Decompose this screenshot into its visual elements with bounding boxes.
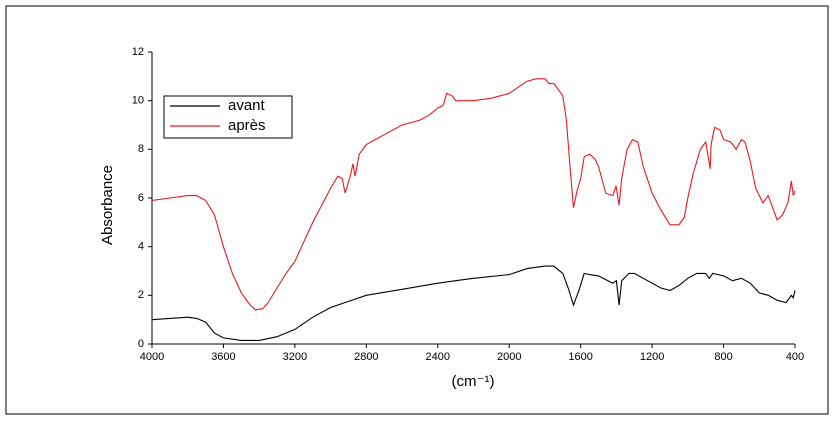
x-tick-label: 3600 — [211, 351, 235, 363]
x-tick-label: 1600 — [568, 351, 592, 363]
y-tick-label: 12 — [132, 46, 144, 58]
x-tick-label: 800 — [714, 351, 732, 363]
y-tick-label: 8 — [138, 143, 144, 155]
x-axis-label: (cm⁻¹) — [452, 373, 495, 390]
y-tick-label: 6 — [138, 192, 144, 204]
x-tick-label: 2400 — [426, 351, 450, 363]
series-line — [151, 78, 796, 311]
y-axis-label: Absorbance — [99, 165, 116, 245]
y-tick-label: 2 — [138, 289, 144, 301]
x-tick-label: 3200 — [283, 351, 307, 363]
y-tick-label: 10 — [132, 95, 144, 107]
x-tick-label: 400 — [786, 351, 804, 363]
x-tick-label: 2000 — [497, 351, 521, 363]
frame — [5, 5, 829, 415]
x-tick-label: 4000 — [140, 351, 164, 363]
x-tick-label: 1200 — [640, 351, 664, 363]
legend-label: avant — [228, 97, 266, 114]
y-tick-label: 4 — [138, 241, 144, 253]
y-tick-label: 0 — [138, 338, 144, 350]
x-tick-label: 2800 — [354, 351, 378, 363]
series-line — [151, 265, 796, 341]
legend-label: après — [228, 117, 266, 134]
legend-box — [163, 95, 293, 139]
